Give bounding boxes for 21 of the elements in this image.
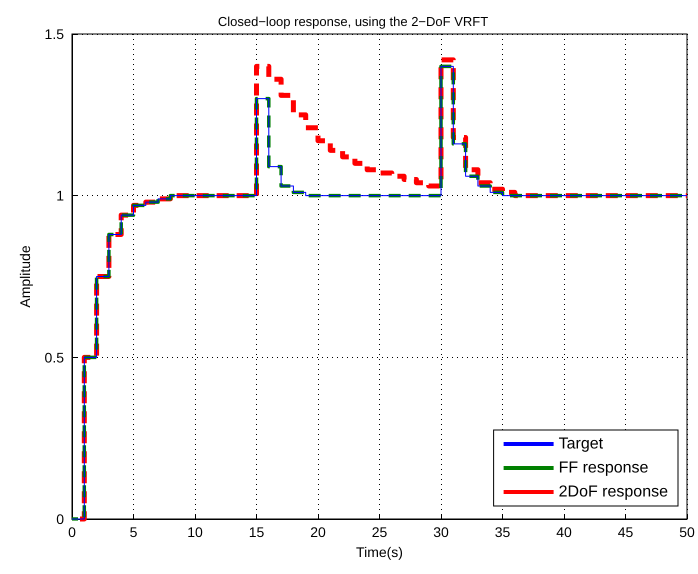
- y-tick-label: 0.5: [44, 349, 64, 366]
- x-tick-label: 10: [187, 524, 203, 540]
- x-tick-label: 5: [130, 524, 138, 540]
- chart-title: Closed−loop response, using the 2−DoF VRFT: [218, 14, 488, 29]
- x-tick-label: 15: [248, 524, 264, 540]
- y-tick-label: 1: [56, 188, 64, 204]
- y-tick-label: 0: [56, 511, 64, 527]
- x-tick-label: 40: [556, 524, 572, 540]
- y-axis-title: Amplitude: [17, 245, 33, 308]
- x-tick-label: 35: [494, 524, 510, 540]
- x-tick-label: 50: [679, 524, 695, 540]
- x-tick-label: 30: [433, 524, 449, 540]
- legend-label: 2DoF response: [558, 484, 668, 500]
- x-tick-label: 45: [618, 524, 634, 540]
- legend-label: FF response: [558, 460, 649, 476]
- x-tick-label: 20: [310, 524, 326, 540]
- x-axis-title: Time(s): [356, 544, 403, 560]
- y-tick-label: 1.5: [44, 26, 64, 42]
- legend-label: Target: [558, 436, 604, 452]
- x-tick-label: 0: [68, 524, 76, 540]
- x-tick-label: 25: [372, 524, 388, 540]
